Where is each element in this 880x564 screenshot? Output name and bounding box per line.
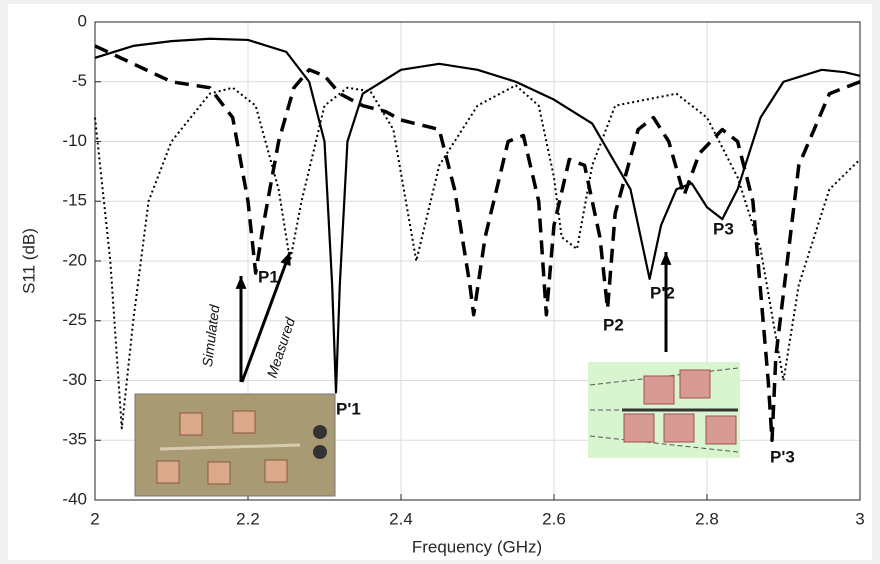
layout-patch <box>663 413 695 443</box>
y-tick-label: -25 <box>62 310 87 329</box>
x-tick-label: 2.6 <box>542 509 566 528</box>
plot-frame <box>94 21 861 501</box>
y-tick-label: -10 <box>62 131 87 150</box>
y-tick-label: 0 <box>78 11 87 30</box>
layout-patch <box>679 369 711 399</box>
arrow-head <box>235 276 247 289</box>
annotation: P'1 <box>336 399 361 418</box>
y-tick-label: -5 <box>72 71 87 90</box>
y-axis-label: S11 (dB) <box>19 228 38 294</box>
antenna-photo <box>134 393 336 497</box>
x-tick-label: 2.2 <box>236 509 260 528</box>
line-series <box>94 44 861 442</box>
layout-line <box>589 435 739 453</box>
y-tick-label: -35 <box>62 430 87 449</box>
layout-patch <box>705 415 737 445</box>
arrow-head <box>660 252 672 265</box>
annotation: P3 <box>713 219 734 238</box>
x-tick-label: 2.4 <box>389 509 413 528</box>
photo-patch <box>156 460 180 484</box>
annotation: P'3 <box>770 447 795 466</box>
x-axis-label: Frequency (GHz) <box>412 537 542 556</box>
line-series <box>94 84 861 430</box>
annotation: P1 <box>258 267 279 286</box>
annotation: P'2 <box>650 283 675 302</box>
layout-patch <box>643 375 675 405</box>
photo-feed <box>159 443 301 451</box>
layout-patch <box>623 413 655 443</box>
y-tick-label: -20 <box>62 250 87 269</box>
x-tick-label: 3 <box>855 509 864 528</box>
y-tick-label: -30 <box>62 370 87 389</box>
photo-patch <box>179 412 203 436</box>
arrow <box>240 251 292 383</box>
y-tick-label: -15 <box>62 191 87 210</box>
photo-patch <box>232 410 256 434</box>
y-tick-label: -40 <box>62 489 87 508</box>
photo-patch <box>207 461 231 485</box>
annotation: P2 <box>603 315 624 334</box>
photo-patch <box>264 459 288 483</box>
x-tick-label: 2 <box>90 509 99 528</box>
photo-connector <box>313 425 327 439</box>
arrow-head <box>280 252 291 266</box>
antenna-layout <box>588 362 740 458</box>
photo-connector <box>313 445 327 459</box>
annotation: Simulated <box>199 303 223 368</box>
line-series <box>94 37 861 394</box>
x-tick-label: 2.8 <box>695 509 719 528</box>
